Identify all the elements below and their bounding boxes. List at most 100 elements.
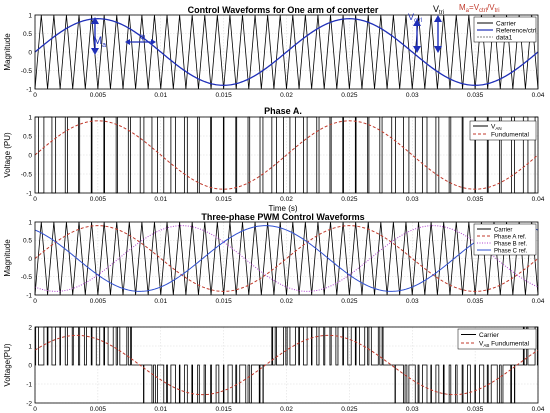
x-tick-label: 0 xyxy=(33,196,37,203)
panel3-legend-label-phase-a: Phase A ref. xyxy=(494,234,527,240)
y-tick-label: 1 xyxy=(28,219,32,226)
y-tick-label: 0.5 xyxy=(23,238,32,245)
panel1-legend: Carrier Reference/ctrl data1 xyxy=(473,16,537,43)
panel4-legend-box xyxy=(457,328,537,350)
phi-label: φ xyxy=(140,32,145,41)
panel4-ylabel: Voltage(PU) xyxy=(3,343,12,386)
panel1-ylabel: Magnitude xyxy=(3,33,12,71)
series-phase-a-ref xyxy=(34,225,539,292)
panel-phase-a: Phase A. Voltage (PU) -1 -0.5 0 0.5 1 0 0.005… xyxy=(3,106,545,213)
panel3-ylabel: Magnitude xyxy=(3,239,12,277)
panel3-grid xyxy=(34,221,539,296)
y-tick-label: 0.5 xyxy=(23,133,32,140)
panel3-title: Three-phase PWM Control Waveforms xyxy=(201,212,364,222)
x-tick-label: 0.005 xyxy=(90,298,107,305)
y-tick-label: 0.5 xyxy=(23,31,32,38)
x-tick-label: 0.04 xyxy=(532,406,545,413)
y-tick-label: 0 xyxy=(28,49,32,56)
x-tick-label: 0.02 xyxy=(280,92,293,99)
x-tick-label: 0.025 xyxy=(341,196,358,203)
x-tick-label: 0.005 xyxy=(90,196,107,203)
y-tick-label: -0.5 xyxy=(21,68,33,75)
series-vab-fundamental xyxy=(34,334,539,396)
y-tick-label: 1 xyxy=(28,114,32,121)
ma-label: Ma xyxy=(93,35,106,49)
x-tick-label: 0.015 xyxy=(215,196,232,203)
series-vab xyxy=(35,326,538,404)
y-tick-label: 0 xyxy=(28,362,32,369)
x-tick-label: 0.03 xyxy=(406,406,419,413)
panel2-legend: VAN Fundumental xyxy=(469,120,537,141)
x-tick-label: 0 xyxy=(33,406,37,413)
x-tick-label: 0.035 xyxy=(467,298,484,305)
vctrl-arrowhead-bottom xyxy=(413,46,421,53)
x-tick-label: 0.01 xyxy=(154,196,167,203)
series-phase-b-ref xyxy=(34,225,539,292)
panel3-legend: Carrier Phase A ref. Phase B ref. Phase … xyxy=(473,223,537,256)
vtri-arrowhead-top xyxy=(434,15,442,22)
y-tick-label: 1 xyxy=(28,343,32,350)
y-tick-label: -0.5 xyxy=(21,171,33,178)
panel2-title: Phase A. xyxy=(264,106,302,116)
y-tick-label: -1 xyxy=(26,381,32,388)
panel2-xlabel: Time (s) xyxy=(268,204,297,213)
x-tick-label: 0.035 xyxy=(467,406,484,413)
panel1-title: Control Waveforms for One arm of convert… xyxy=(188,5,379,15)
series-reference xyxy=(34,18,539,86)
panel3-legend-label-phase-b: Phase B ref. xyxy=(494,241,527,247)
panel3-legend-label-phase-c: Phase C ref. xyxy=(494,248,528,254)
panel4-plot-area xyxy=(34,326,539,404)
y-tick-label: -1 xyxy=(26,190,32,197)
x-tick-label: 0.005 xyxy=(90,406,107,413)
y-tick-label: 0 xyxy=(28,256,32,263)
panel3-legend-label-carrier: Carrier xyxy=(494,227,512,233)
series-fundamental xyxy=(34,120,539,190)
x-tick-label: 0.01 xyxy=(154,406,167,413)
panel1-frame xyxy=(34,14,539,90)
y-tick-label: -1 xyxy=(26,292,32,299)
y-tick-label: -0.5 xyxy=(21,274,33,281)
phi-arrowhead-left xyxy=(125,39,130,45)
panel2-ylabel: Voltage (PU) xyxy=(3,132,12,178)
y-tick-label: 0 xyxy=(28,152,32,159)
ma-formula: Ma=Vctrl/Vtri xyxy=(459,3,500,14)
panel1-y-ticks: -1 -0.5 0 0.5 1 xyxy=(21,12,33,93)
panel3-x-ticks: 0 0.005 0.01 0.015 0.02 0.025 0.03 0.035 0.04 xyxy=(33,298,545,305)
panel1-legend-label-reference: Reference/ctrl xyxy=(496,28,537,35)
series-phase-c-ref xyxy=(34,225,539,292)
y-tick-label: -1 xyxy=(26,86,32,93)
vctrl-arrowhead-top xyxy=(413,19,421,26)
panel4-legend-label-carrier: Carrier xyxy=(479,332,500,339)
phi-arrowhead-right xyxy=(151,39,156,45)
x-tick-label: 0.02 xyxy=(280,196,293,203)
x-tick-label: 0.015 xyxy=(215,298,232,305)
panel1-legend-label-carrier: Carrier xyxy=(496,21,517,28)
panel1-legend-label-data1: data1 xyxy=(496,35,513,42)
x-tick-label: 0.025 xyxy=(341,406,358,413)
panel-three-phase: Three-phase PWM Control Waveforms Magnit… xyxy=(3,212,545,305)
x-tick-label: 0.04 xyxy=(532,92,545,99)
x-tick-label: 0 xyxy=(33,298,37,305)
x-tick-label: 0.01 xyxy=(154,298,167,305)
x-tick-label: 0.04 xyxy=(532,196,545,203)
panel4-y-ticks: -2 -1 0 1 2 xyxy=(26,324,32,407)
x-tick-label: 0.035 xyxy=(467,196,484,203)
x-tick-label: 0.005 xyxy=(90,92,107,99)
panel4-legend-label-vab: VAB Fundumental xyxy=(479,341,530,349)
x-tick-label: 0.025 xyxy=(341,298,358,305)
panel2-legend-label-van: VAN xyxy=(491,124,502,132)
x-tick-label: 0.025 xyxy=(341,92,358,99)
vtri-label: Vtri xyxy=(433,4,444,16)
y-tick-label: 2 xyxy=(28,324,32,331)
x-tick-label: 0.035 xyxy=(467,92,484,99)
panel2-x-ticks: 0 0.005 0.01 0.015 0.02 0.025 0.03 0.035 0.04 xyxy=(33,196,545,203)
y-tick-label: -2 xyxy=(26,400,32,407)
x-tick-label: 0.01 xyxy=(154,92,167,99)
ma-arrowhead-top xyxy=(91,17,99,24)
ma-arrowhead-bottom xyxy=(91,48,99,55)
panel3-frame xyxy=(34,221,539,296)
x-tick-label: 0.015 xyxy=(215,406,232,413)
x-tick-label: 0.03 xyxy=(406,298,419,305)
panel1-x-ticks: 0 0.005 0.01 0.015 0.02 0.025 0.03 0.035 0.04 xyxy=(33,92,545,99)
